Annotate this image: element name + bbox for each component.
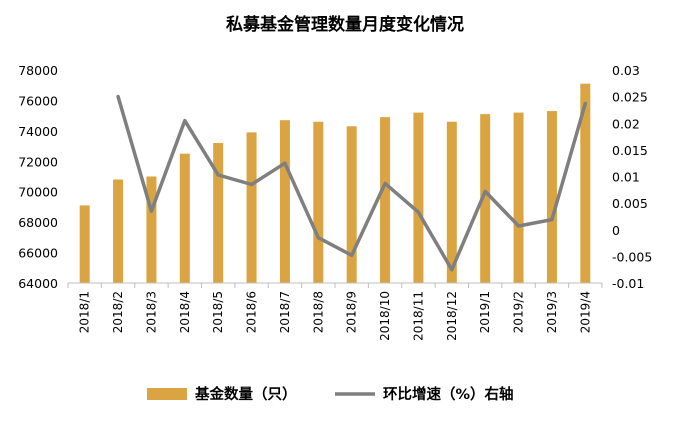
bar-2018/6 — [246, 132, 257, 283]
x-tick-label: 2018/8 — [311, 291, 325, 333]
legend-line-label: 环比增速（%）右轴 — [383, 385, 514, 403]
growth-point-2019/2 — [517, 224, 521, 228]
y-right-tick-label: -0.005 — [612, 249, 652, 264]
growth-point-2018/7 — [283, 161, 287, 165]
bar-2018/7 — [279, 120, 290, 283]
bar-2018/3 — [146, 176, 157, 283]
x-tick-label: 2018/11 — [411, 291, 425, 341]
bar-2018/8 — [313, 121, 324, 283]
bar-2018/9 — [346, 126, 357, 284]
y-left-tick-label: 68000 — [18, 215, 58, 230]
growth-point-2018/10 — [383, 181, 387, 185]
growth-point-2018/5 — [216, 173, 220, 177]
bar-2019/3 — [546, 111, 557, 283]
x-tick-label: 2018/7 — [278, 291, 292, 333]
growth-point-2018/8 — [316, 236, 320, 240]
bar-2018/10 — [380, 117, 391, 284]
y-right-tick-label: 0.015 — [612, 143, 648, 158]
growth-point-2018/6 — [250, 182, 254, 186]
legend-bar-label: 基金数量（只） — [194, 385, 297, 403]
x-tick-label: 2019/2 — [512, 291, 526, 333]
chart-title: 私募基金管理数量月度变化情况 — [226, 14, 464, 35]
bar-2019/1 — [480, 114, 491, 283]
y-left-tick-label: 64000 — [18, 276, 58, 291]
y-left-tick-label: 74000 — [18, 124, 58, 139]
growth-point-2018/11 — [416, 210, 420, 214]
y-right-tick-label: 0.025 — [612, 90, 648, 105]
growth-point-2018/3 — [149, 209, 153, 213]
x-tick-label: 2018/4 — [178, 291, 192, 333]
y-left-tick-label: 72000 — [18, 154, 58, 169]
bar-2019/2 — [513, 112, 524, 283]
bar-2018/11 — [413, 112, 424, 283]
y-right-tick-label: 0.005 — [612, 196, 648, 211]
growth-point-2019/1 — [483, 189, 487, 193]
growth-point-2019/3 — [550, 218, 554, 222]
x-tick-label: 2018/9 — [345, 291, 359, 333]
y-left-tick-label: 78000 — [18, 63, 58, 78]
growth-point-2018/9 — [350, 253, 354, 257]
x-tick-label: 2019/3 — [545, 291, 559, 333]
growth-point-2018/4 — [183, 119, 187, 123]
x-tick-label: 2018/10 — [378, 291, 392, 341]
x-tick-label: 2019/1 — [478, 291, 492, 333]
y-right-tick-label: 0.02 — [612, 116, 640, 131]
bar-2018/4 — [179, 153, 190, 283]
x-tick-label: 2018/6 — [245, 291, 259, 333]
legend-bar-swatch — [147, 388, 187, 400]
x-tick-label: 2018/2 — [111, 291, 125, 333]
bar-2018/12 — [446, 121, 457, 283]
y-right-tick-label: -0.01 — [612, 276, 644, 291]
y-left-tick-label: 76000 — [18, 93, 58, 108]
bar-2018/1 — [79, 205, 90, 283]
y-left-tick-label: 70000 — [18, 185, 58, 200]
y-right-tick-label: 0 — [612, 223, 620, 238]
x-tick-label: 2018/5 — [211, 291, 225, 333]
x-tick-label: 2018/3 — [144, 291, 158, 333]
y-left-tick-label: 66000 — [18, 246, 58, 261]
x-tick-label: 2018/1 — [78, 291, 92, 333]
y-right-tick-label: 0.03 — [612, 63, 640, 78]
growth-point-2018/12 — [450, 268, 454, 272]
growth-point-2019/4 — [583, 102, 587, 106]
bar-2018/2 — [113, 179, 124, 283]
y-right-tick-label: 0.01 — [612, 170, 640, 185]
x-tick-label: 2018/12 — [445, 291, 459, 341]
bar-2018/5 — [213, 143, 224, 283]
growth-point-2018/2 — [116, 95, 120, 99]
bar-2019/4 — [580, 83, 591, 283]
x-tick-label: 2019/4 — [578, 291, 592, 333]
